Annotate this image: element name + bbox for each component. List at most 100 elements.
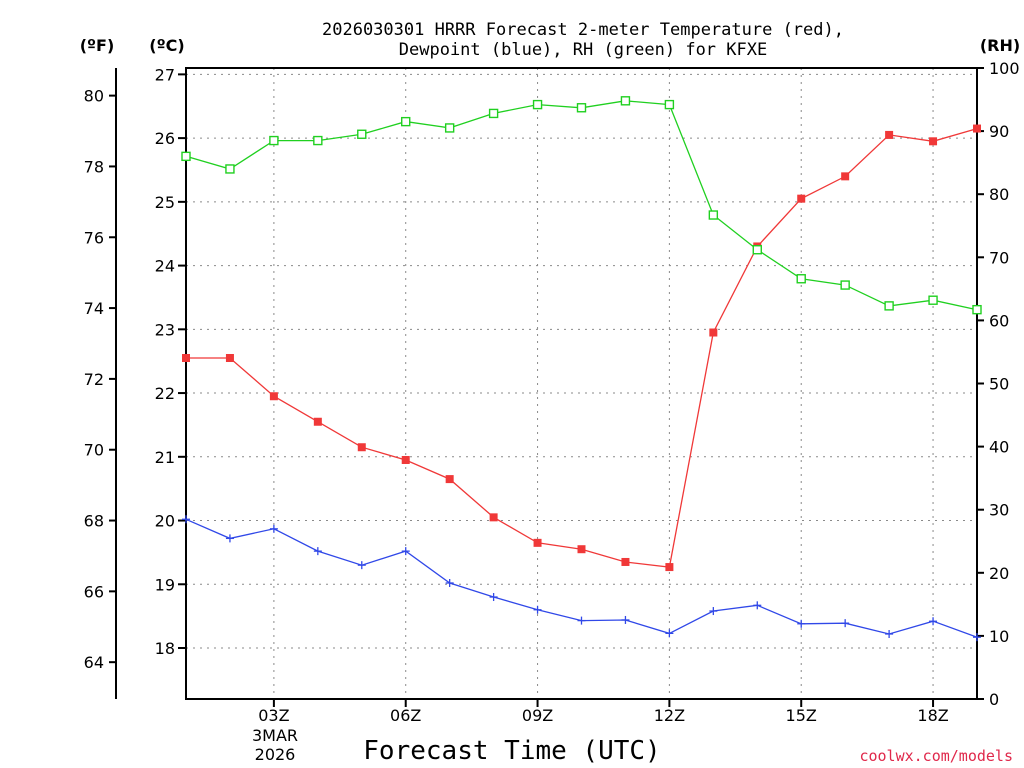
dewpoint-point	[973, 633, 981, 642]
rh-tick-label: 0	[989, 690, 999, 709]
grid	[186, 68, 977, 699]
celsius-tick-label: 27	[155, 65, 175, 84]
temperature-point	[445, 475, 454, 484]
rh-point	[532, 99, 543, 110]
temperature-point	[182, 354, 190, 363]
rh-tick-label: 80	[989, 185, 1009, 204]
temperature-point	[797, 194, 806, 203]
rh-tick-label: 30	[989, 501, 1009, 520]
credit-text: coolwx.com/models	[859, 747, 1013, 765]
dewpoint-point	[665, 629, 674, 638]
x-axis-label: Forecast Time (UTC)	[363, 736, 660, 766]
rh-point	[357, 129, 367, 139]
dewpoint-point	[577, 616, 586, 625]
dewpoint-point	[489, 593, 498, 602]
dewpoint-point	[182, 515, 190, 524]
x-tick-label: 18Z	[917, 706, 948, 725]
date-label-year: 2026	[255, 745, 296, 764]
fahrenheit-tick-label: 76	[84, 228, 104, 247]
temperature-point	[621, 557, 630, 566]
rh-point	[181, 151, 191, 162]
temperature-point	[577, 545, 586, 554]
rh-point	[840, 280, 850, 290]
rh-point	[313, 135, 323, 146]
rh-point	[752, 245, 762, 255]
x-tick-label: 15Z	[786, 706, 817, 725]
fahrenheit-tick-label: 72	[84, 370, 104, 389]
axes	[109, 67, 984, 707]
chart-title-line1: 2026030301 HRRR Forecast 2-meter Tempera…	[322, 20, 844, 40]
rh-tick-label: 60	[989, 311, 1009, 330]
temperature-point	[489, 513, 498, 522]
x-tick-label: 09Z	[522, 706, 553, 725]
data-series	[181, 96, 982, 642]
celsius-tick-label: 24	[155, 257, 175, 276]
dewpoint-point	[269, 524, 278, 533]
rh-point	[664, 99, 675, 110]
temperature-point	[665, 563, 674, 572]
celsius-tick-label: 19	[155, 575, 175, 594]
rh-line	[185, 100, 978, 311]
dewpoint-point	[841, 619, 850, 628]
dewpoint-point	[313, 547, 322, 556]
rh-point	[708, 210, 719, 220]
tick-labels: 18 19 20 21 22 23 24 25 26 27 64 66 68 70 72 74 76 78 80 0 1…	[84, 59, 1020, 725]
rh-point	[269, 135, 279, 146]
rh-tick-label: 90	[989, 122, 1009, 141]
celsius-tick-label: 18	[155, 639, 175, 658]
rh-unit-label: (RH)	[980, 36, 1020, 55]
x-tick-label: 12Z	[654, 706, 685, 725]
dewpoint-point	[929, 617, 938, 626]
celsius-tick-label: 23	[155, 320, 175, 339]
temperature-point	[225, 354, 234, 363]
chart-title-line2: Dewpoint (blue), RH (green) for KFXE	[399, 40, 767, 60]
rh-point	[972, 304, 982, 315]
celsius-tick-label: 25	[155, 193, 175, 212]
dewpoint-point	[401, 547, 410, 556]
rh-point	[444, 123, 455, 133]
temperature-point	[885, 130, 894, 139]
dewpoint-point	[797, 619, 806, 628]
temperature-point	[841, 172, 850, 181]
fahrenheit-tick-label: 70	[84, 441, 104, 460]
temperature-point	[709, 328, 718, 337]
rh-tick-label: 20	[989, 564, 1009, 583]
celsius-tick-label: 22	[155, 384, 175, 403]
fahrenheit-tick-label: 80	[84, 87, 104, 106]
temperature-point	[533, 538, 542, 547]
rh-point	[488, 108, 499, 119]
rh-point	[928, 295, 938, 305]
rh-point	[884, 301, 894, 311]
temperature-line	[186, 127, 978, 568]
dewpoint-point	[709, 607, 718, 616]
rh-point	[576, 103, 587, 113]
rh-point	[620, 96, 631, 106]
rh-tick-label: 40	[989, 438, 1009, 457]
fahrenheit-unit-label: (ºF)	[80, 36, 115, 55]
rh-point	[225, 164, 235, 174]
fahrenheit-tick-label: 68	[84, 512, 104, 531]
rh-tick-label: 50	[989, 375, 1009, 394]
rh-tick-label: 10	[989, 627, 1009, 646]
temperature-point	[313, 417, 322, 426]
x-tick-label: 03Z	[258, 706, 289, 725]
temperature-point	[401, 455, 410, 464]
plot-frame	[185, 67, 978, 700]
rh-tick-label: 100	[989, 59, 1020, 78]
dewpoint-point	[621, 615, 630, 624]
dewpoint-point	[533, 605, 542, 614]
rh-tick-label: 70	[989, 248, 1009, 267]
temperature-point	[357, 443, 366, 452]
temperature-point	[973, 124, 981, 133]
rh-point	[796, 274, 806, 284]
fahrenheit-tick-label: 64	[84, 653, 104, 672]
celsius-tick-label: 20	[155, 512, 175, 531]
rh-point	[401, 116, 411, 127]
dewpoint-point	[885, 629, 894, 638]
temperature-point	[929, 137, 938, 146]
dewpoint-point	[225, 534, 234, 543]
date-label-month: 3MAR	[252, 726, 298, 745]
temperature-point	[269, 392, 278, 401]
dewpoint-point	[357, 561, 366, 570]
